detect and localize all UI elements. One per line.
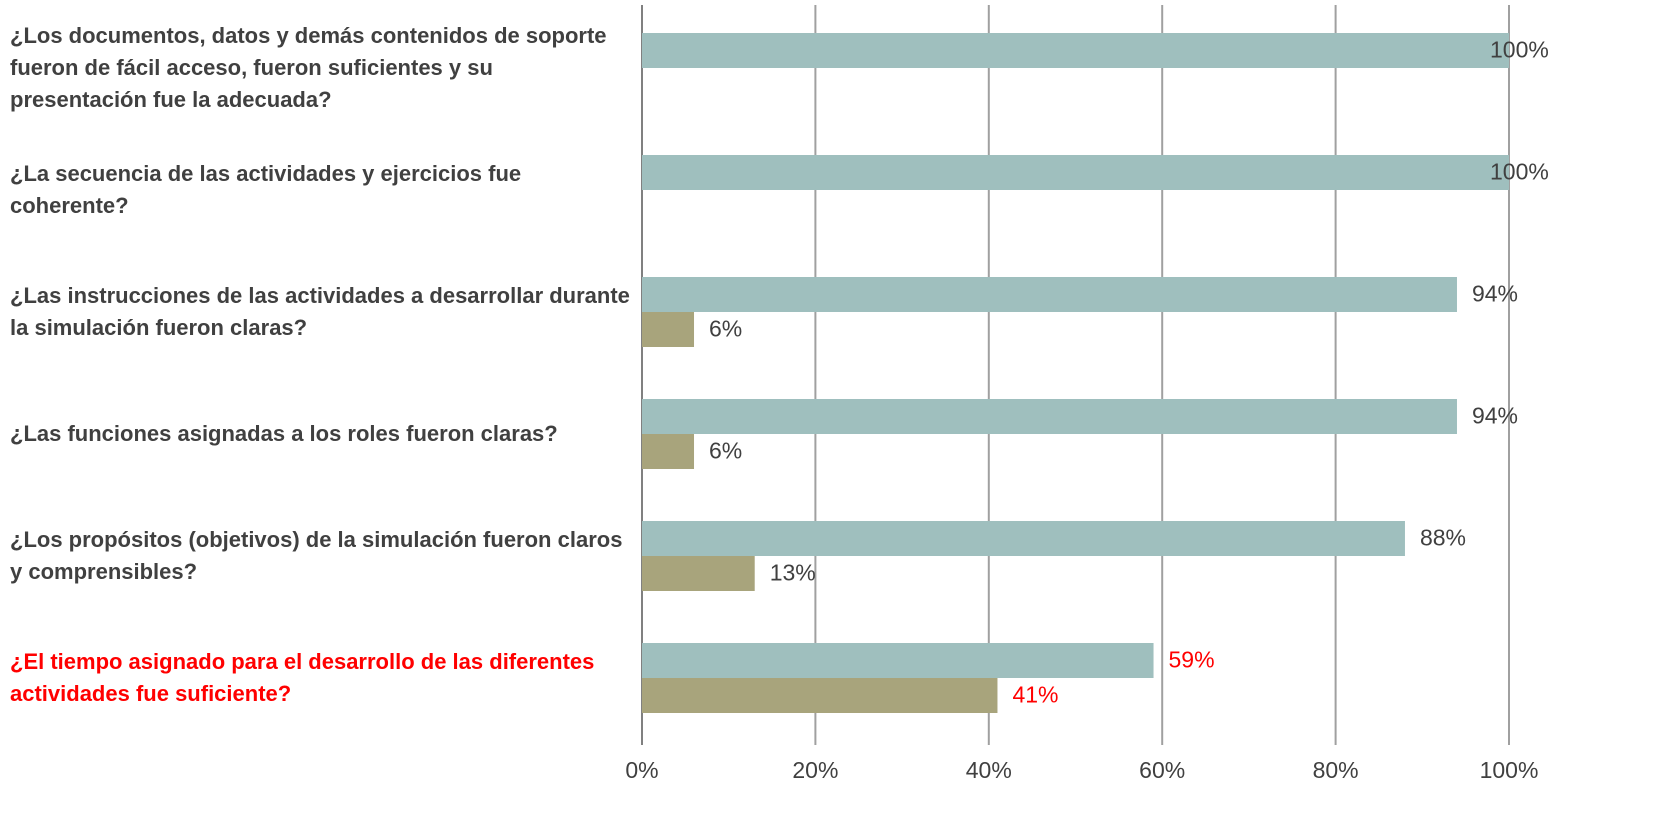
category-label: ¿La secuencia de las actividades y ejerc… bbox=[10, 161, 522, 218]
x-tick-label: 40% bbox=[966, 757, 1012, 783]
bar bbox=[642, 556, 755, 591]
value-label: 100% bbox=[1490, 37, 1549, 63]
bar bbox=[642, 312, 695, 347]
value-label: 6% bbox=[709, 316, 742, 342]
bar bbox=[642, 277, 1457, 312]
x-tick-label: 100% bbox=[1480, 757, 1539, 783]
bar bbox=[642, 155, 1509, 190]
value-label: 13% bbox=[770, 560, 816, 586]
x-tick-label: 0% bbox=[625, 757, 658, 783]
bar bbox=[642, 643, 1154, 678]
category-label: ¿Las instrucciones de las actividades a … bbox=[10, 283, 630, 340]
category-label: ¿Los documentos, datos y demás contenido… bbox=[10, 23, 607, 112]
value-label: 100% bbox=[1490, 159, 1549, 185]
category-label: ¿Las funciones asignadas a los roles fue… bbox=[10, 421, 558, 446]
category-label: ¿Los propósitos (objetivos) de la simula… bbox=[10, 527, 623, 584]
value-label: 88% bbox=[1420, 525, 1466, 551]
x-tick-label: 80% bbox=[1313, 757, 1359, 783]
x-tick-label: 60% bbox=[1139, 757, 1185, 783]
bar bbox=[642, 399, 1457, 434]
value-label: 94% bbox=[1472, 281, 1518, 307]
value-label: 59% bbox=[1169, 647, 1215, 673]
value-label: 41% bbox=[1012, 682, 1058, 708]
bar bbox=[642, 434, 695, 469]
value-label: 6% bbox=[709, 438, 742, 464]
bar bbox=[642, 33, 1509, 68]
value-label: 94% bbox=[1472, 403, 1518, 429]
bar bbox=[642, 678, 998, 713]
bar bbox=[642, 521, 1405, 556]
x-tick-label: 20% bbox=[792, 757, 838, 783]
category-label: ¿El tiempo asignado para el desarrollo d… bbox=[10, 649, 595, 706]
